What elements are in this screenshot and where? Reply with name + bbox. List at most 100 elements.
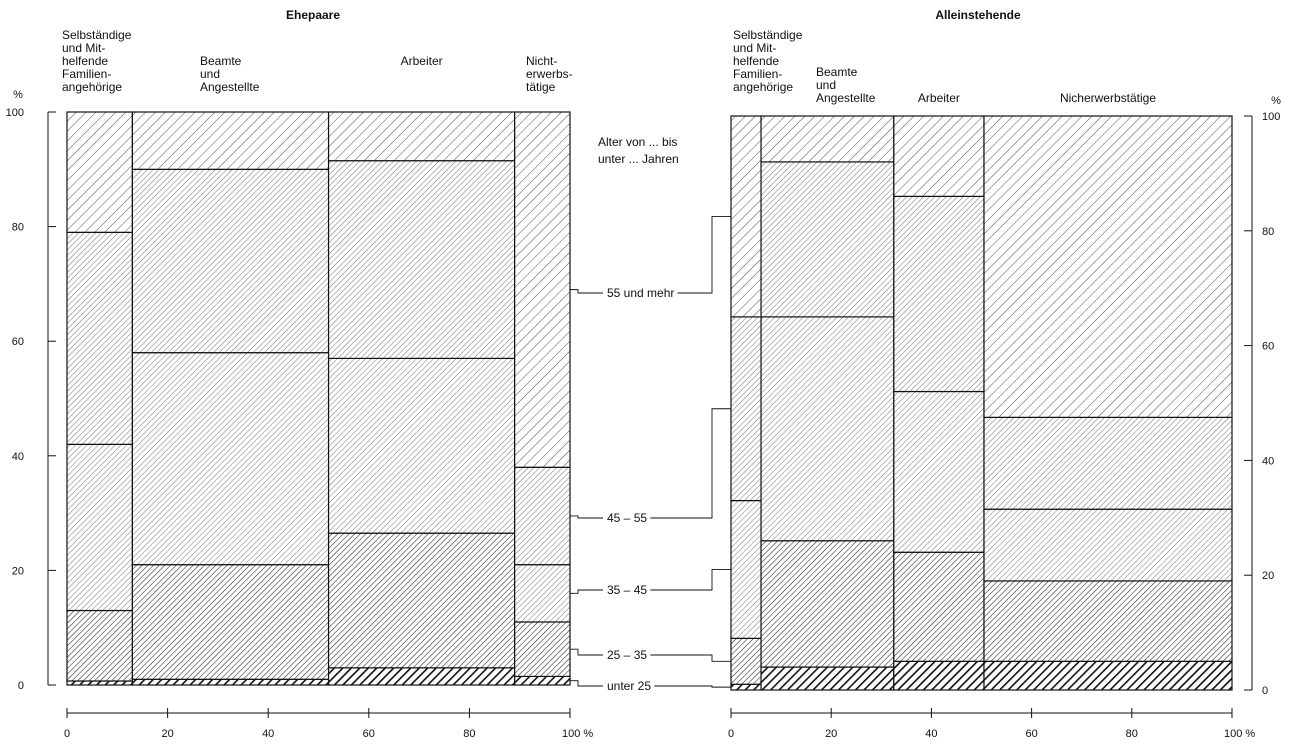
mekko-cell-25-35 — [514, 621, 571, 678]
column-label-line: und Mit- — [62, 41, 105, 55]
column-label-line: helfende — [733, 54, 779, 68]
mekko-cell-25-35 — [983, 580, 1233, 662]
mekko-cell-45-55 — [66, 231, 133, 445]
column-label-line: Selbständige — [733, 28, 803, 42]
x-tick-label: 80 — [1126, 728, 1138, 740]
column-label-line: und — [200, 67, 220, 81]
x-tick-label: 60 — [363, 728, 375, 740]
mekko-cell-55-und-mehr — [983, 115, 1233, 418]
mekko-cell-unter-25 — [730, 683, 762, 691]
y-tick-label: 0 — [18, 680, 24, 692]
mekko-cell-unter-25 — [131, 678, 330, 686]
y-tick-label: 40 — [12, 451, 24, 463]
mekko-cell-45-55 — [760, 161, 895, 318]
column-label-4: Nicht-erwerbs-tätige — [526, 54, 573, 94]
mekko-cell-unter-25 — [760, 666, 895, 691]
mekko-cell-55-und-mehr — [760, 115, 895, 163]
legend-title-line-2: unter ... Jahren — [598, 152, 679, 166]
mekko-cell-55-und-mehr — [66, 111, 133, 233]
legend-label-45-55: 45 – 55 — [607, 511, 647, 525]
x-tick-label: 20 — [825, 728, 837, 740]
column-label-line: Angestellte — [200, 80, 260, 94]
mekko-cell-45-55 — [514, 466, 571, 566]
legend-label-unter-25: unter 25 — [607, 679, 651, 693]
column-label-4: Nicherwerbstätige — [1060, 91, 1156, 105]
column-label-line: und Mit- — [733, 41, 776, 55]
legend-leader-right — [650, 654, 731, 662]
mekko-cell-35-45 — [514, 564, 571, 623]
mekko-cell-35-45 — [131, 352, 330, 566]
mekko-cell-25-35 — [327, 532, 516, 669]
mekko-cell-unter-25 — [983, 660, 1233, 691]
y-tick-label: 40 — [1262, 455, 1274, 467]
x-tick-label: 0 — [728, 728, 734, 740]
column-label-line: Familien- — [733, 67, 782, 81]
y-axis-unit: % — [1271, 95, 1281, 107]
y-tick-label: 80 — [12, 222, 24, 234]
x-tick-label: 40 — [925, 728, 937, 740]
legend: Alter von ... bis unter ... Jahren unter… — [570, 135, 731, 693]
mekko-cell-25-35 — [66, 609, 133, 682]
y-tick-label: 80 — [1262, 226, 1274, 238]
mekko-cell-25-35 — [131, 564, 330, 680]
column-label-line: angehörige — [62, 80, 122, 94]
legend-leader-left — [570, 515, 603, 519]
mekko-cell-25-35 — [760, 540, 895, 668]
legend-leader-right — [654, 685, 731, 688]
mekko-cell-55-und-mehr — [327, 111, 516, 162]
y-tick-label: 60 — [1262, 341, 1274, 353]
legend-leader-right — [677, 216, 731, 294]
mekko-cell-35-45 — [893, 390, 985, 553]
chart-title: Ehepaare — [286, 8, 340, 22]
chart-title: Alleinstehende — [935, 8, 1021, 22]
y-tick-label: 60 — [12, 336, 24, 348]
x-tick-label: 100 % — [562, 728, 593, 740]
x-tick-label: 0 — [64, 728, 70, 740]
mekko-cell-55-und-mehr — [893, 115, 985, 197]
column-label-line: Arbeiter — [918, 91, 960, 105]
x-tick-label: 60 — [1025, 728, 1037, 740]
mekko-cell-unter-25 — [893, 660, 985, 691]
mekko-cell-unter-25 — [327, 667, 516, 686]
column-label-3: Arbeiter — [918, 91, 960, 105]
column-label-line: Nicherwerbstätige — [1060, 91, 1156, 105]
column-label-line: Beamte — [200, 54, 242, 68]
legend-leader-left — [570, 680, 603, 687]
y-tick-label: 20 — [12, 565, 24, 577]
mekko-cell-55-und-mehr — [131, 111, 330, 170]
x-tick-label: 20 — [161, 728, 173, 740]
mekko-cell-45-55 — [730, 316, 762, 502]
mekko-cell-55-und-mehr — [730, 115, 762, 318]
mekko-cell-25-35 — [730, 637, 762, 685]
legend-label-55-und-mehr: 55 und mehr — [607, 286, 674, 300]
y-axis-unit: % — [13, 89, 23, 101]
column-label-line: helfende — [62, 54, 108, 68]
column-label-line: tätige — [526, 80, 556, 94]
x-tick-label: 40 — [262, 728, 274, 740]
mekko-cell-55-und-mehr — [514, 111, 571, 468]
column-label-line: Arbeiter — [401, 54, 443, 68]
legend-leader-right — [650, 408, 731, 519]
column-label-line: Nicht- — [526, 54, 557, 68]
legend-label-25-35: 25 – 35 — [607, 648, 647, 662]
mekko-cell-35-45 — [760, 316, 895, 542]
column-label-line: Angestellte — [816, 91, 876, 105]
legend-leader-left — [570, 289, 603, 294]
mekko-cell-unter-25 — [66, 680, 133, 686]
mekko-cell-25-35 — [893, 551, 985, 662]
x-tick-label: 80 — [463, 728, 475, 740]
mekko-cell-45-55 — [131, 168, 330, 354]
legend-leader-right — [650, 569, 731, 591]
legend-title-line-1: Alter von ... bis — [598, 135, 677, 149]
legend-leader-left — [570, 648, 603, 656]
column-label-3: Arbeiter — [401, 54, 443, 68]
x-tick-label: 100 % — [1224, 728, 1255, 740]
mekko-cell-35-45 — [983, 508, 1233, 582]
mekko-cell-35-45 — [730, 499, 762, 639]
column-label-line: Familien- — [62, 67, 111, 81]
legend-leader-left — [570, 589, 603, 594]
